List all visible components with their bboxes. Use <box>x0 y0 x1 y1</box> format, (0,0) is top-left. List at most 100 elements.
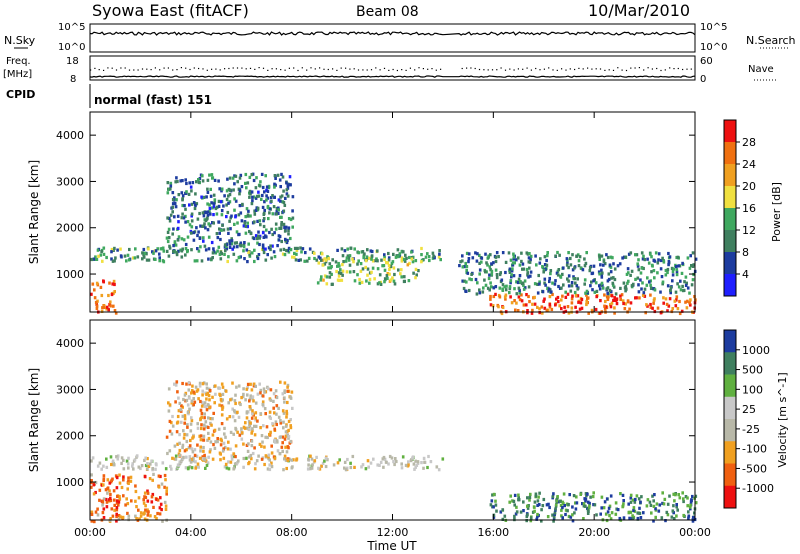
data-cell <box>183 417 187 421</box>
data-cell <box>435 465 439 469</box>
data-cell <box>508 270 512 274</box>
data-cell <box>581 502 584 506</box>
data-cell <box>237 459 240 463</box>
data-cell <box>270 227 273 231</box>
data-cell <box>639 278 642 282</box>
freq-dot <box>189 68 191 71</box>
colorbar-swatch <box>724 352 736 375</box>
data-cell <box>323 257 327 261</box>
data-cell <box>383 457 387 461</box>
data-cell <box>510 301 514 305</box>
data-cell <box>246 213 250 217</box>
data-cell <box>271 212 275 216</box>
data-cell <box>574 293 578 297</box>
data-cell <box>180 216 184 220</box>
data-cell <box>168 403 172 407</box>
data-cell <box>152 472 155 476</box>
data-cell <box>230 237 233 241</box>
data-cell <box>225 417 229 421</box>
data-cell <box>210 201 213 205</box>
data-cell <box>201 400 204 404</box>
data-cell <box>324 464 328 469</box>
freq-dot <box>548 67 550 69</box>
data-cell <box>105 500 109 504</box>
freq-tick-top: 18 <box>66 56 79 67</box>
data-cell <box>534 254 537 258</box>
data-cell <box>488 288 491 292</box>
data-cell <box>164 507 168 511</box>
data-cell <box>686 504 689 508</box>
data-cell <box>276 173 280 177</box>
data-cell <box>233 462 237 466</box>
data-cell <box>561 272 564 276</box>
data-cell <box>123 254 127 258</box>
data-cell <box>365 279 368 283</box>
data-cell <box>248 399 251 403</box>
data-cell <box>490 272 494 276</box>
nsky-label: N.Sky <box>4 34 36 47</box>
data-cell <box>215 232 219 236</box>
data-cell <box>631 514 634 518</box>
data-cell <box>341 263 344 267</box>
data-cell <box>571 253 574 257</box>
data-cell <box>525 303 528 307</box>
data-cell <box>514 308 517 312</box>
data-cell <box>287 419 291 424</box>
data-cell <box>270 199 273 203</box>
data-cell <box>636 276 640 280</box>
data-cell <box>115 499 119 503</box>
data-cell <box>183 414 187 418</box>
data-cell <box>226 227 230 231</box>
data-cell <box>390 261 394 265</box>
data-cell <box>458 264 461 268</box>
data-cell <box>545 263 549 267</box>
data-cell <box>608 263 612 267</box>
freq-tick-bottom: 8 <box>70 74 76 85</box>
data-cell <box>90 459 93 463</box>
data-cell <box>135 517 138 521</box>
data-cell <box>166 239 170 244</box>
data-cell <box>345 270 349 274</box>
data-cell <box>565 263 569 267</box>
data-cell <box>689 254 692 258</box>
data-cell <box>555 499 559 503</box>
data-cell <box>509 494 512 498</box>
data-cell <box>654 507 657 511</box>
data-cell <box>195 226 198 230</box>
data-cell <box>246 393 249 397</box>
data-cell <box>194 466 197 470</box>
xtick-label: 00:00 <box>679 526 711 539</box>
data-cell <box>591 288 594 292</box>
data-cell <box>249 231 253 236</box>
data-cell <box>405 256 408 260</box>
data-cell <box>268 458 271 462</box>
data-cell <box>165 236 169 240</box>
freq-dot <box>159 69 161 71</box>
freq-label-2: [MHz] <box>3 69 32 80</box>
data-cell <box>637 283 640 287</box>
data-cell <box>624 302 627 306</box>
data-cell <box>94 490 97 495</box>
data-cell <box>270 256 273 260</box>
data-cell <box>99 253 103 257</box>
data-cell <box>245 411 249 415</box>
freq-dot <box>496 69 498 71</box>
data-cell <box>327 257 330 261</box>
data-cell <box>424 255 428 259</box>
data-cell <box>586 511 590 515</box>
data-cell <box>284 458 288 462</box>
data-cell <box>392 266 396 270</box>
data-cell <box>408 261 411 265</box>
data-cell <box>192 456 195 460</box>
ytick-label: 4000 <box>56 129 84 142</box>
data-cell <box>163 473 167 478</box>
data-cell <box>336 461 340 465</box>
data-cell <box>267 217 270 221</box>
freq-dot <box>569 68 571 70</box>
colorbar-tick-label: 500 <box>742 364 763 377</box>
data-cell <box>343 466 346 470</box>
data-cell <box>95 281 99 285</box>
data-cell <box>248 175 252 179</box>
data-cell <box>634 277 637 281</box>
data-cell <box>682 513 685 518</box>
